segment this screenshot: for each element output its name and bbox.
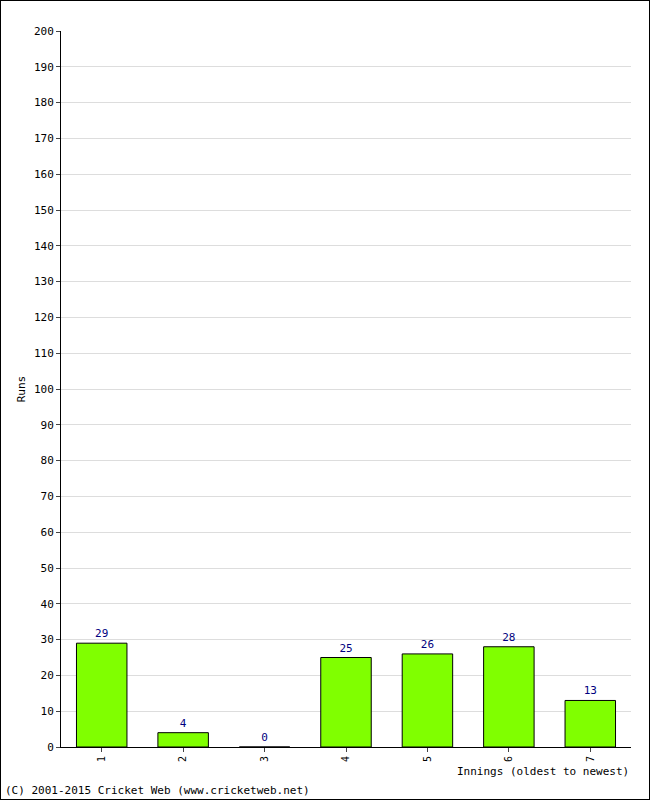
svg-text:4: 4 bbox=[180, 717, 187, 730]
svg-text:5: 5 bbox=[422, 756, 433, 762]
svg-text:7: 7 bbox=[585, 756, 596, 762]
svg-text:120: 120 bbox=[34, 311, 54, 324]
svg-text:200: 200 bbox=[34, 25, 54, 38]
svg-text:13: 13 bbox=[584, 684, 597, 697]
svg-text:50: 50 bbox=[41, 562, 54, 575]
svg-text:Runs: Runs bbox=[15, 376, 28, 403]
svg-text:40: 40 bbox=[41, 598, 54, 611]
svg-text:29: 29 bbox=[95, 627, 108, 640]
svg-text:190: 190 bbox=[34, 61, 54, 74]
svg-text:4: 4 bbox=[340, 756, 351, 762]
svg-text:28: 28 bbox=[502, 631, 515, 644]
svg-text:70: 70 bbox=[41, 490, 54, 503]
svg-text:80: 80 bbox=[41, 454, 54, 467]
svg-text:150: 150 bbox=[34, 204, 54, 217]
svg-text:20: 20 bbox=[41, 669, 54, 682]
svg-text:90: 90 bbox=[41, 419, 54, 432]
svg-text:(C) 2001-2015 Cricket Web (www: (C) 2001-2015 Cricket Web (www.cricketwe… bbox=[5, 784, 310, 797]
svg-text:170: 170 bbox=[34, 132, 54, 145]
svg-text:26: 26 bbox=[421, 638, 434, 651]
svg-text:130: 130 bbox=[34, 275, 54, 288]
svg-text:3: 3 bbox=[259, 756, 270, 762]
svg-text:140: 140 bbox=[34, 240, 54, 253]
svg-text:180: 180 bbox=[34, 96, 54, 109]
svg-text:160: 160 bbox=[34, 168, 54, 181]
svg-text:110: 110 bbox=[34, 347, 54, 360]
svg-text:60: 60 bbox=[41, 526, 54, 539]
svg-text:1: 1 bbox=[96, 756, 107, 762]
svg-text:2: 2 bbox=[177, 756, 188, 762]
svg-text:25: 25 bbox=[339, 642, 352, 655]
svg-text:6: 6 bbox=[503, 756, 514, 762]
svg-text:100: 100 bbox=[34, 383, 54, 396]
svg-text:0: 0 bbox=[261, 731, 268, 744]
svg-text:Innings (oldest to newest): Innings (oldest to newest) bbox=[457, 765, 629, 778]
svg-text:0: 0 bbox=[47, 741, 54, 754]
svg-text:30: 30 bbox=[41, 633, 54, 646]
svg-text:10: 10 bbox=[41, 705, 54, 718]
